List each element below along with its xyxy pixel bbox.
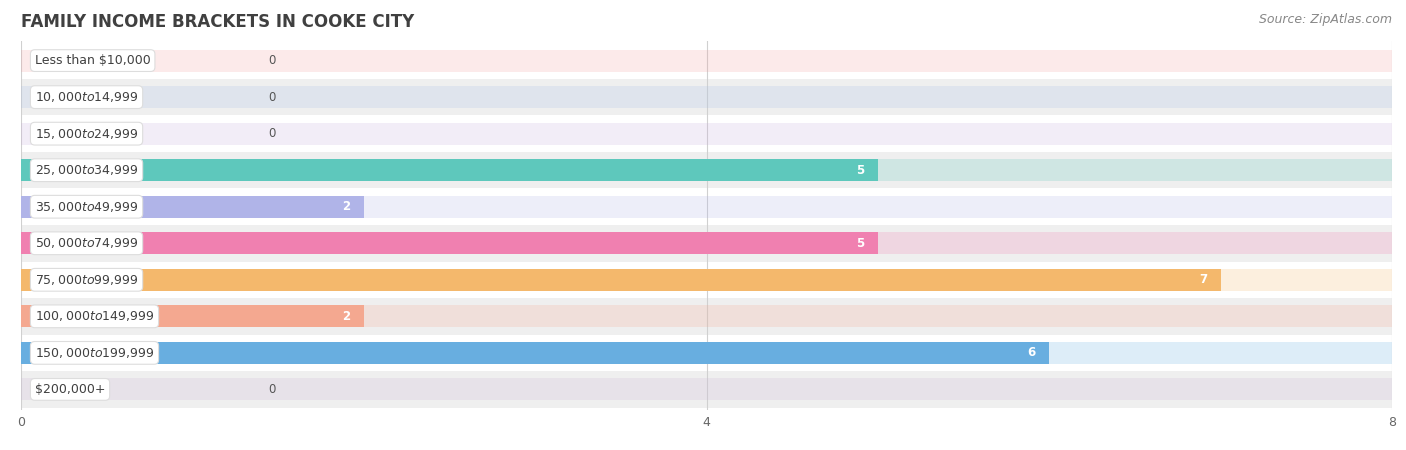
Bar (21, 306, 1392, 327)
Bar (21, 261, 1392, 298)
Text: $75,000 to $99,999: $75,000 to $99,999 (35, 273, 138, 287)
Text: 2: 2 (342, 200, 350, 213)
Bar (21, 342, 1392, 364)
Text: 6: 6 (1028, 346, 1035, 360)
Bar (21, 378, 1392, 400)
Text: FAMILY INCOME BRACKETS IN COOKE CITY: FAMILY INCOME BRACKETS IN COOKE CITY (21, 13, 415, 31)
Text: $15,000 to $24,999: $15,000 to $24,999 (35, 126, 138, 141)
Bar (21, 42, 1392, 79)
Text: $200,000+: $200,000+ (35, 383, 105, 396)
Bar (21, 86, 1392, 108)
Text: 0: 0 (269, 127, 276, 140)
Bar (21, 371, 1392, 408)
Text: $25,000 to $34,999: $25,000 to $34,999 (35, 163, 138, 177)
Bar (21, 342, 1049, 364)
Text: 0: 0 (269, 383, 276, 396)
Bar (21, 115, 1392, 152)
Bar (21, 189, 1392, 225)
Bar (21, 152, 1392, 189)
Bar (21, 298, 1392, 335)
Text: 7: 7 (1199, 273, 1206, 286)
Bar (21, 335, 1392, 371)
Text: 5: 5 (856, 237, 865, 250)
Bar (21, 159, 877, 181)
Text: 2: 2 (342, 310, 350, 323)
Text: 0: 0 (269, 54, 276, 67)
Bar (21, 225, 1392, 261)
Bar (21, 196, 364, 218)
Bar (21, 306, 364, 327)
Text: $50,000 to $74,999: $50,000 to $74,999 (35, 236, 138, 250)
Text: $35,000 to $49,999: $35,000 to $49,999 (35, 200, 138, 214)
Text: Less than $10,000: Less than $10,000 (35, 54, 150, 67)
Text: 5: 5 (856, 164, 865, 177)
Bar (21, 269, 1392, 291)
Text: $10,000 to $14,999: $10,000 to $14,999 (35, 90, 138, 104)
Bar (21, 232, 1392, 254)
Bar (21, 232, 877, 254)
Bar (21, 123, 1392, 144)
Bar (21, 196, 1392, 218)
Bar (21, 159, 1392, 181)
Text: $100,000 to $149,999: $100,000 to $149,999 (35, 309, 155, 324)
Bar (21, 269, 1220, 291)
Text: Source: ZipAtlas.com: Source: ZipAtlas.com (1258, 14, 1392, 27)
Bar (21, 79, 1392, 115)
Text: $150,000 to $199,999: $150,000 to $199,999 (35, 346, 155, 360)
Text: 0: 0 (269, 90, 276, 104)
Bar (21, 50, 1392, 72)
